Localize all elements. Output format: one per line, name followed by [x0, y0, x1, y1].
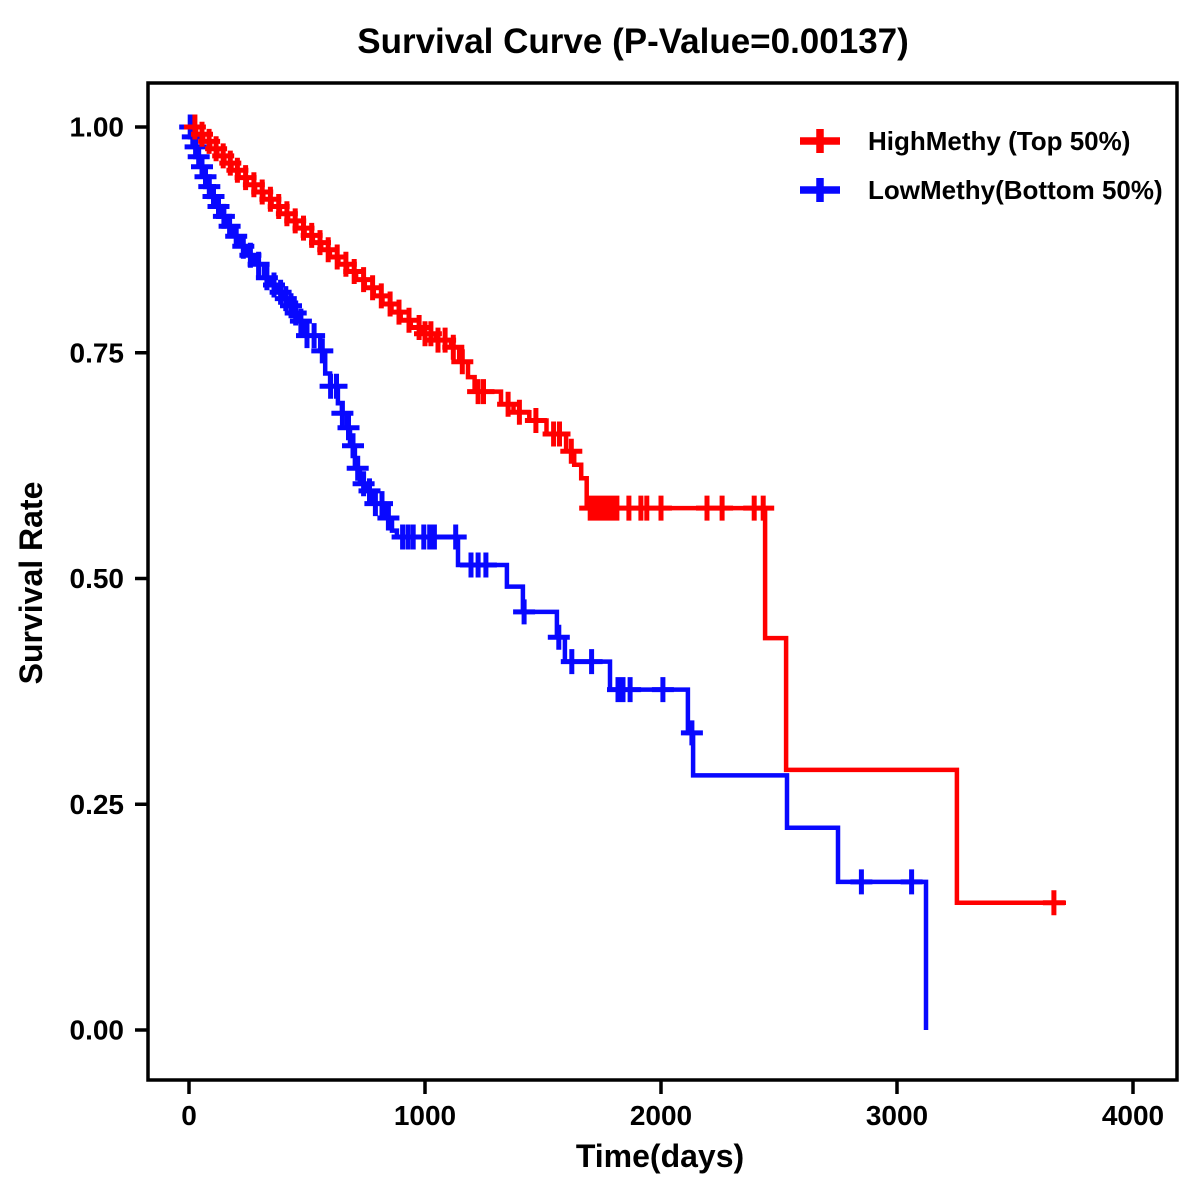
x-tick-label: 1000 — [394, 1100, 456, 1131]
y-tick-label: 0.75 — [70, 337, 125, 368]
legend-label-highmethy: HighMethy (Top 50%) — [868, 126, 1130, 156]
y-tick-label: 0.00 — [70, 1015, 125, 1046]
legend-label-lowmethy: LowMethy(Bottom 50%) — [868, 175, 1163, 205]
x-tick-label: 3000 — [866, 1100, 928, 1131]
x-tick-label: 2000 — [630, 1100, 692, 1131]
legend-item-highmethy: HighMethy (Top 50%) — [800, 126, 1130, 156]
y-tick-label: 0.25 — [70, 789, 125, 820]
y-axis-ticks: 0.00 0.25 0.50 0.75 1.00 — [70, 112, 148, 1046]
y-axis-label: Survival Rate — [13, 482, 49, 685]
survival-curves — [179, 114, 1066, 1030]
x-axis-ticks: 0 1000 2000 3000 4000 — [181, 1080, 1164, 1131]
x-tick-label: 0 — [181, 1100, 197, 1131]
y-tick-label: 1.00 — [70, 112, 125, 143]
y-tick-label: 0.50 — [70, 563, 125, 594]
legend: HighMethy (Top 50%) LowMethy(Bottom 50%) — [800, 126, 1163, 205]
x-axis-label: Time(days) — [576, 1138, 744, 1174]
lowmethy-plus-icon — [800, 178, 840, 202]
x-tick-label: 4000 — [1102, 1100, 1164, 1131]
chart-title: Survival Curve (P-Value=0.00137) — [357, 22, 909, 61]
highmethy-censor-marks — [183, 114, 1065, 916]
highmethy-plus-icon — [800, 129, 840, 153]
legend-item-lowmethy: LowMethy(Bottom 50%) — [800, 175, 1163, 205]
